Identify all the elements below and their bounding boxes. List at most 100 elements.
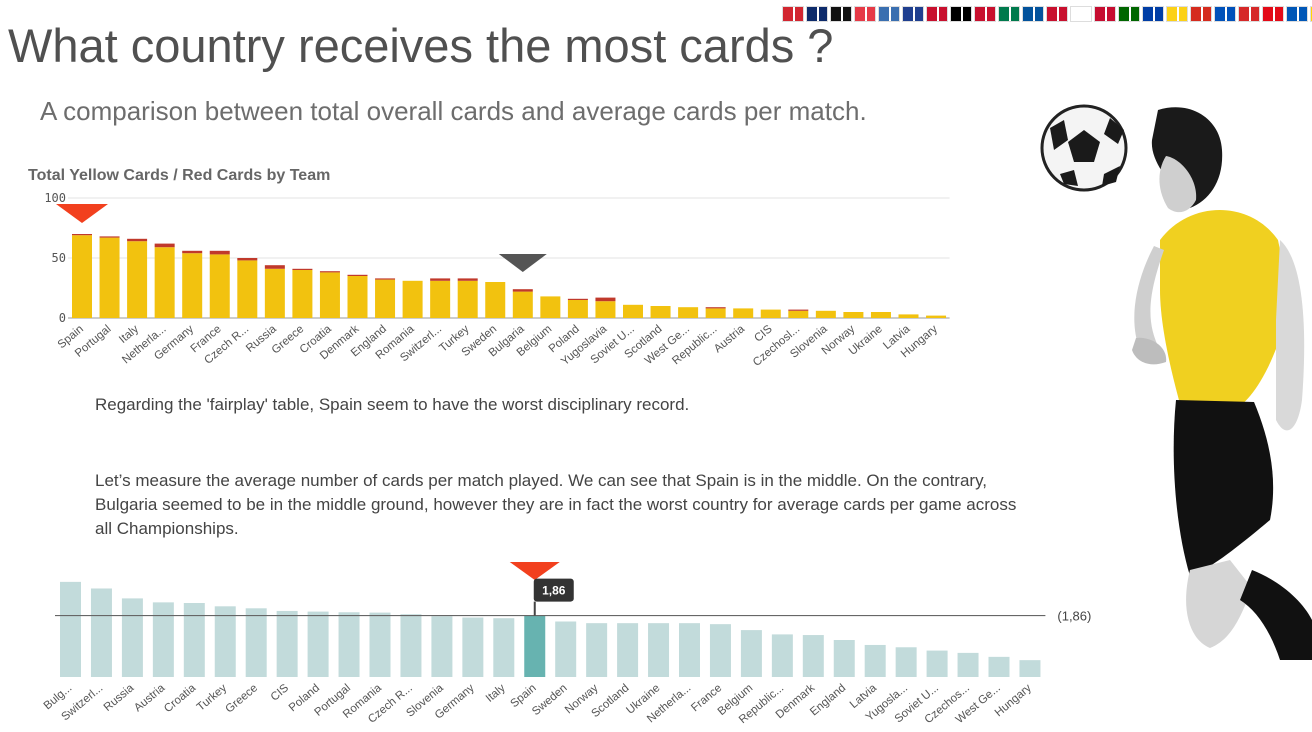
avg-bar-9 (338, 612, 360, 677)
flag-icon-22 (1310, 6, 1312, 22)
avg-bar-4 (183, 603, 205, 677)
bar-red-9 (319, 271, 340, 273)
bar-yellow-30 (898, 314, 919, 318)
football-player-image (1040, 104, 1312, 660)
bar-yellow-22 (678, 307, 699, 318)
page-subtitle: A comparison between total overall cards… (40, 96, 867, 126)
bar-red-10 (347, 274, 368, 276)
bar-red-19 (595, 297, 616, 302)
avg-bar-16 (555, 621, 577, 677)
avg-bar-28 (926, 650, 948, 677)
bar-red-13 (430, 278, 451, 281)
avg-bar-7 (276, 610, 298, 677)
y-tick-label: 50 (52, 251, 66, 265)
avg-bar-8 (307, 611, 329, 677)
bar-yellow-11 (375, 279, 396, 318)
flag-icon-13 (1094, 6, 1116, 22)
flag-icon-14 (1118, 6, 1140, 22)
bar-red-23 (705, 307, 726, 309)
bar-red-3 (154, 243, 175, 248)
chart1-title: Total Yellow Cards / Red Cards by Team (28, 167, 331, 184)
bar-yellow-9 (319, 272, 340, 318)
x-tick-label: CIS (269, 682, 292, 704)
avg-bar-14 (493, 618, 515, 677)
bar-red-2 (127, 238, 148, 242)
bar-yellow-24 (733, 308, 754, 318)
flag-icon-11 (1046, 6, 1068, 22)
x-tick-label: Croatia (162, 682, 199, 715)
worst-marker-icon (56, 204, 108, 223)
bar-yellow-21 (650, 306, 671, 318)
flag-icon-0 (782, 6, 804, 22)
bar-yellow-27 (815, 310, 836, 318)
flags-strip (782, 6, 1312, 22)
bar-yellow-23 (705, 308, 726, 318)
avg-bar-2 (121, 598, 143, 677)
y-tick-label: 0 (59, 311, 66, 325)
tooltip-value: 1,86 (542, 584, 566, 598)
bar-yellow-17 (540, 296, 561, 318)
bar-yellow-13 (430, 280, 451, 318)
avg-bar-3 (152, 602, 174, 677)
bar-red-26 (788, 309, 809, 311)
flag-icon-2 (830, 6, 852, 22)
flag-icon-4 (878, 6, 900, 22)
avg-bar-0 (60, 581, 81, 677)
avg-bar-17 (586, 623, 608, 677)
bar-yellow-14 (457, 280, 478, 318)
flag-icon-15 (1142, 6, 1164, 22)
bar-yellow-12 (402, 280, 423, 318)
bar-yellow-28 (843, 312, 864, 318)
avg-bar-23 (771, 634, 793, 677)
flag-icon-12 (1070, 6, 1092, 22)
tooltip-box (533, 578, 574, 602)
bar-yellow-6 (237, 260, 258, 318)
player-silhouette (1132, 107, 1312, 660)
avg-bar-1 (90, 588, 112, 677)
flag-icon-7 (950, 6, 972, 22)
bar-yellow-20 (623, 304, 643, 318)
avg-bar-13 (462, 617, 484, 677)
average-cards-chart[interactable]: Bulg...Switzerl...RussiaAustriaCroatiaTu… (0, 540, 1100, 730)
flag-icon-3 (854, 6, 876, 22)
avg-bar-19 (648, 623, 670, 677)
bar-yellow-31 (926, 315, 947, 318)
x-tick-label: England (808, 682, 848, 718)
flag-icon-18 (1214, 6, 1236, 22)
bar-red-0 (72, 234, 92, 236)
bar-yellow-15 (485, 282, 506, 318)
flag-icon-20 (1262, 6, 1284, 22)
avg-bar-6 (245, 608, 267, 677)
bar-red-14 (457, 278, 478, 281)
flag-icon-8 (974, 6, 996, 22)
avg-bar-22 (740, 630, 762, 677)
avg-bar-10 (369, 612, 391, 677)
flag-icon-10 (1022, 6, 1044, 22)
avg-bar-31 (1019, 660, 1041, 677)
avg-bar-5 (214, 606, 236, 677)
football-icon (1040, 104, 1128, 192)
bar-yellow-3 (154, 247, 175, 318)
flag-icon-5 (902, 6, 924, 22)
bar-yellow-8 (292, 270, 313, 318)
flag-icon-9 (998, 6, 1020, 22)
avg-bar-27 (895, 647, 917, 677)
x-tick-label: Greece (224, 682, 261, 715)
y-tick-label: 100 (44, 191, 66, 205)
avg-bar-15 (524, 615, 546, 677)
avg-bar-12 (431, 616, 453, 677)
bar-yellow-7 (264, 268, 285, 318)
avg-bar-20 (679, 623, 700, 677)
bar-yellow-0 (72, 235, 92, 318)
bar-yellow-26 (788, 310, 809, 318)
bar-yellow-25 (760, 309, 781, 318)
spain-marker-icon (509, 562, 560, 580)
flag-icon-17 (1190, 6, 1212, 22)
x-tick-label: Turkey (195, 682, 230, 714)
avg-bar-18 (617, 623, 639, 677)
avg-bar-24 (802, 635, 824, 677)
paragraph-fairplay: Regarding the 'fairplay' table, Spain se… (95, 395, 690, 414)
bar-yellow-5 (209, 254, 230, 318)
bar-red-7 (264, 265, 285, 269)
